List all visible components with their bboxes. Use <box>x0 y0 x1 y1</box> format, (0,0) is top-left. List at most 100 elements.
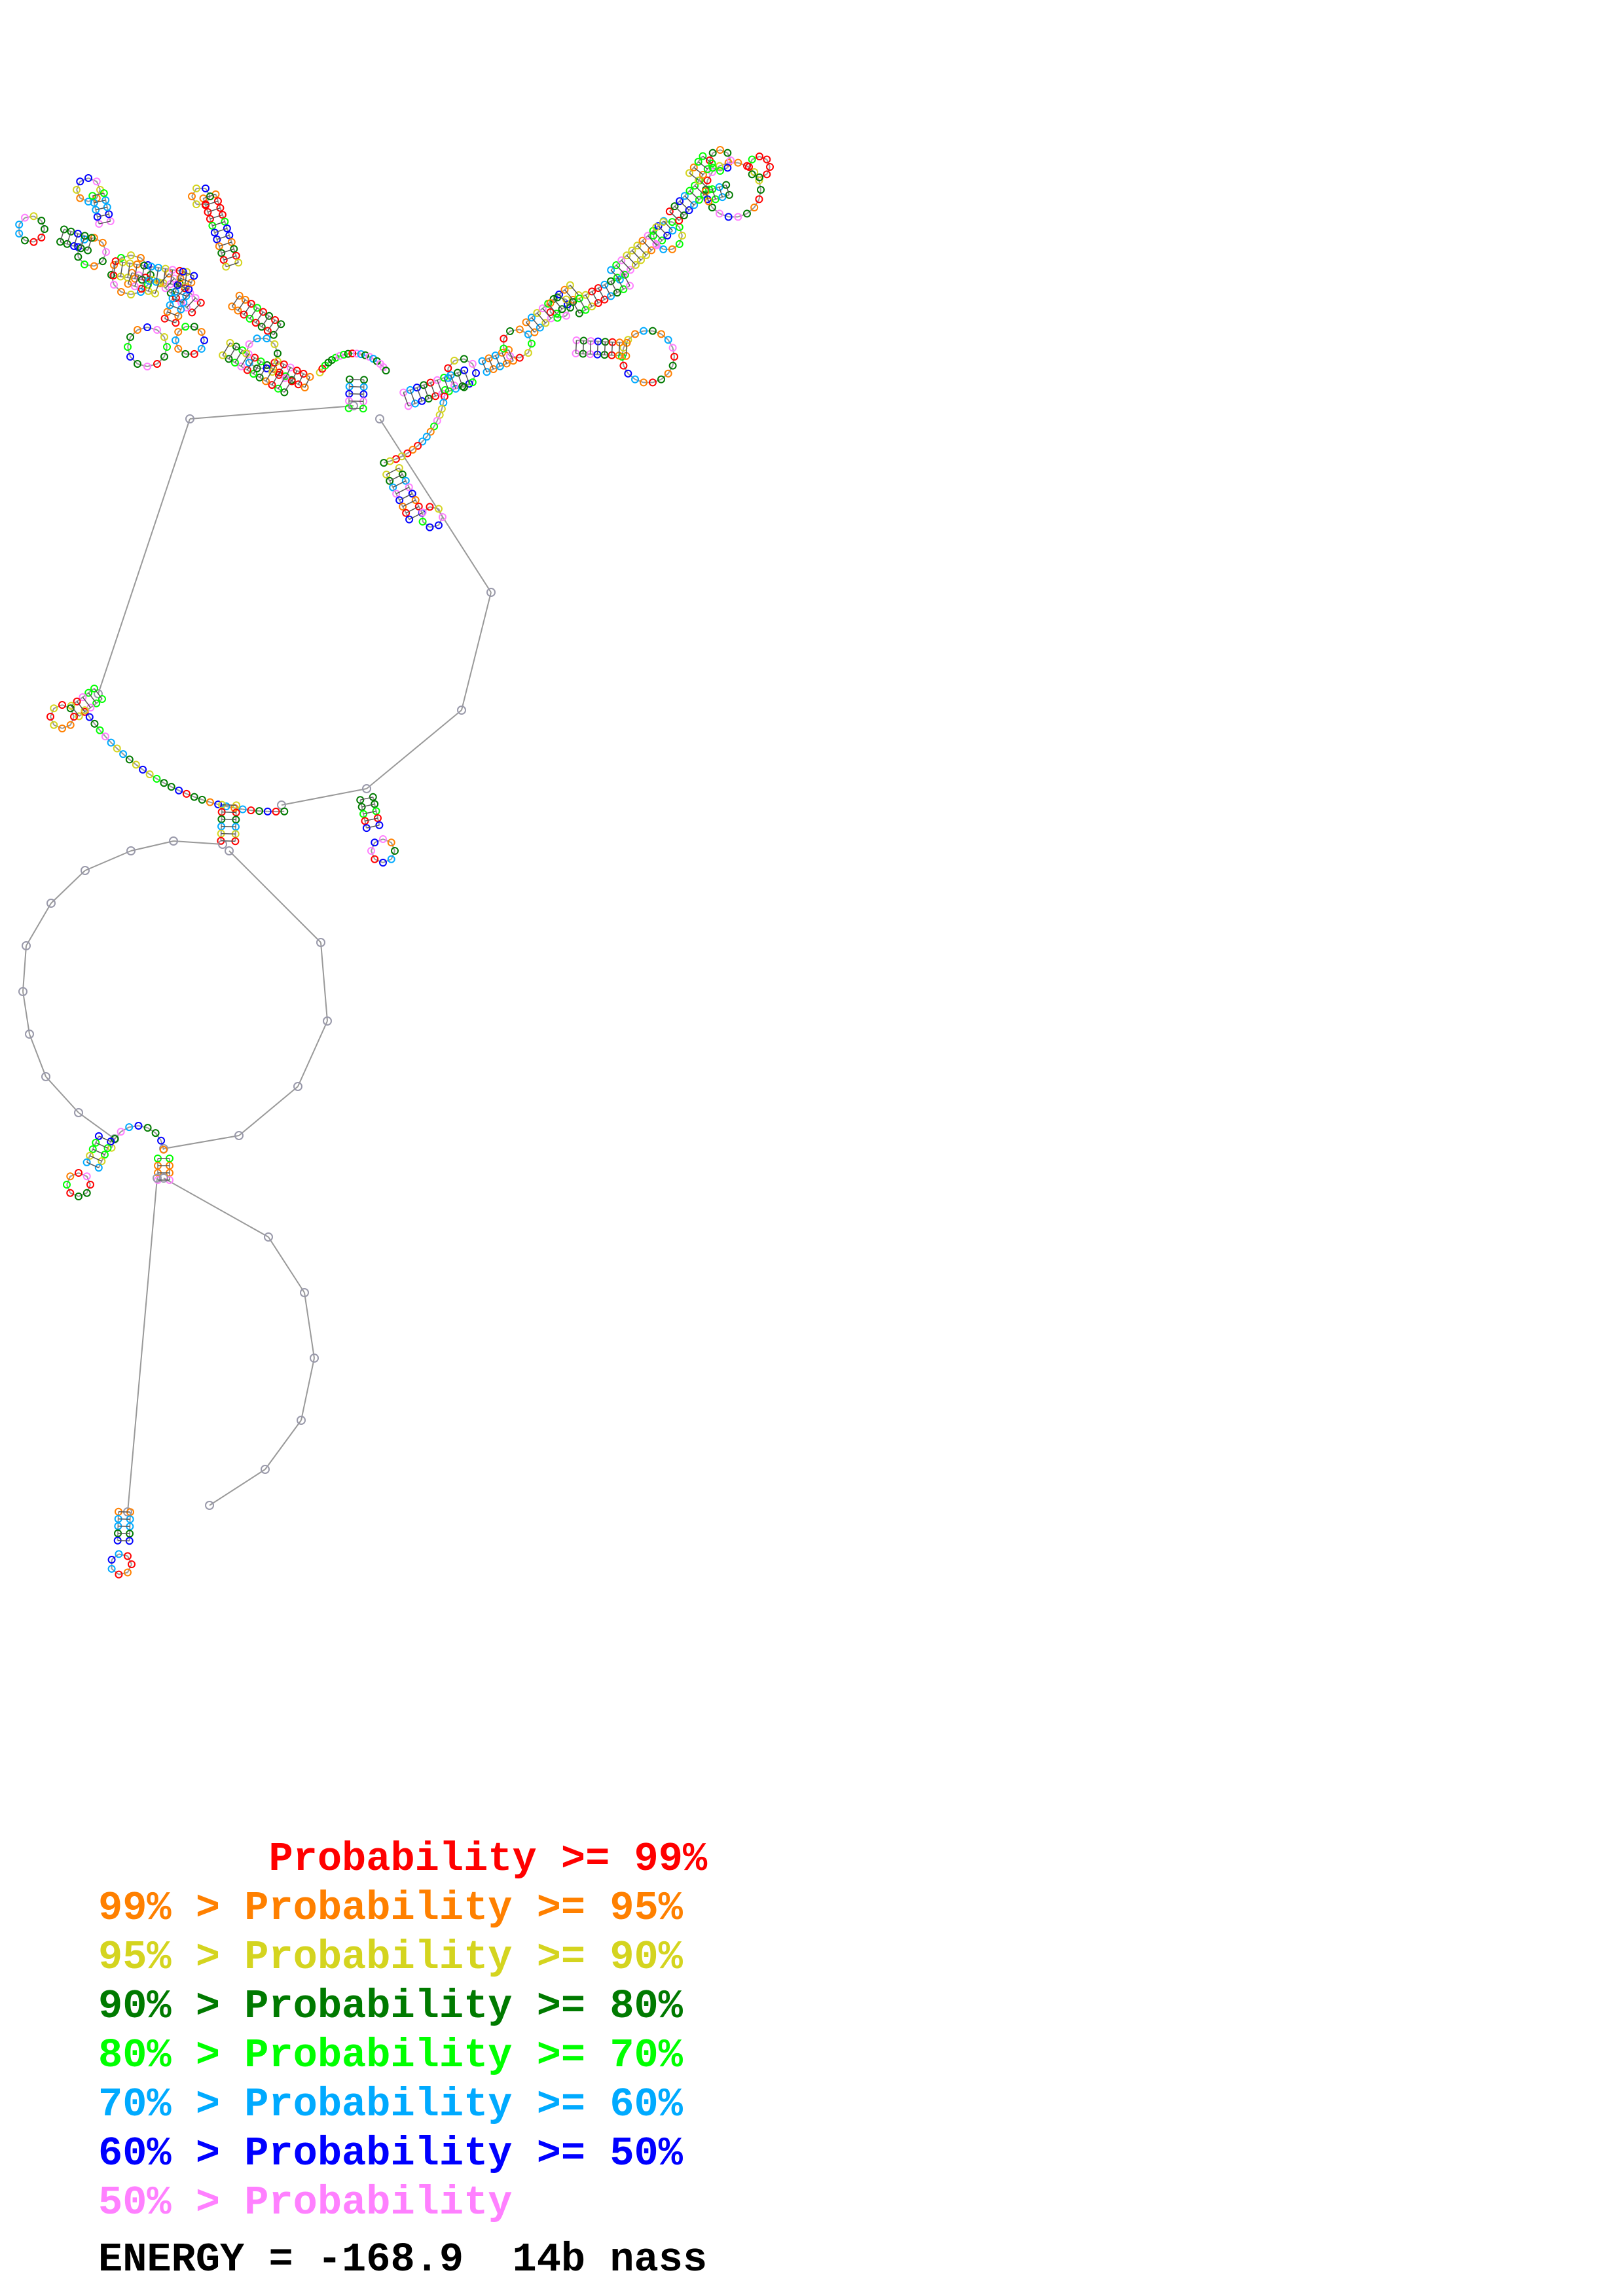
nucleotide <box>724 158 733 167</box>
backbone-segment <box>156 329 165 338</box>
nucleotide <box>657 330 665 338</box>
nucleotide <box>257 323 266 331</box>
nucleotide <box>528 340 536 348</box>
backbone-segment <box>429 524 439 528</box>
nucleotide <box>405 483 413 492</box>
nucleotide <box>472 369 480 377</box>
nucleotide <box>92 177 101 186</box>
ring-backbone <box>320 942 328 1022</box>
nucleotide <box>588 287 596 296</box>
base-pair <box>366 825 380 829</box>
nucleotide <box>86 1181 94 1189</box>
ring-backbone <box>130 840 174 852</box>
nucleotide <box>685 169 693 177</box>
backbone-segment <box>155 1132 162 1141</box>
base-pair <box>488 358 494 370</box>
nucleotide <box>362 784 371 793</box>
nucleotide <box>562 312 570 320</box>
backbone-segment <box>422 521 431 528</box>
nucleotide <box>66 1189 75 1197</box>
base-pair <box>423 385 429 399</box>
base-pair <box>402 499 416 507</box>
nucleotide <box>67 227 75 236</box>
base-pair <box>222 342 231 356</box>
nucleotide <box>185 285 193 293</box>
nucleotide <box>25 1030 34 1039</box>
nucleotide <box>156 279 164 287</box>
base-pair <box>94 200 106 204</box>
nucleotide <box>405 515 414 524</box>
nucleotide <box>387 855 395 863</box>
nucleotide <box>190 323 198 331</box>
backbone-segment <box>248 362 258 369</box>
ring-backbone <box>45 1076 79 1113</box>
backbone-segment <box>114 1131 122 1139</box>
nucleotide <box>22 941 31 950</box>
nucleotide <box>151 289 159 298</box>
base-pair <box>243 303 252 315</box>
nucleotide <box>238 805 247 814</box>
nucleotide <box>716 167 724 175</box>
backbone-segment <box>117 747 124 755</box>
nucleotide <box>379 859 387 867</box>
nucleotide <box>372 807 380 816</box>
nucleotide <box>84 689 93 697</box>
backbone-segment <box>127 1556 132 1565</box>
nucleotide <box>300 1288 309 1297</box>
nucleotide <box>90 719 99 728</box>
nucleotide <box>408 490 416 498</box>
base-pair <box>395 486 410 495</box>
backbone-segment <box>69 1192 79 1197</box>
base-pair <box>98 1136 111 1142</box>
nucleotide <box>659 218 668 226</box>
nucleotide <box>600 295 609 304</box>
nucleotide <box>361 817 369 825</box>
nucleotide <box>524 349 532 357</box>
backbone-segment <box>374 838 384 844</box>
legend-entry-p95: 99% > Probability >= 95% <box>98 1885 683 1931</box>
backbone-segment <box>672 221 680 228</box>
nucleotide <box>515 353 524 362</box>
backbone-segment <box>147 1127 156 1134</box>
backbone-segment <box>471 363 477 374</box>
nucleotide <box>566 281 574 289</box>
nucleotide <box>197 328 206 336</box>
base-pair <box>623 274 630 286</box>
nucleotide <box>375 821 384 829</box>
base-pair <box>285 367 291 378</box>
backbone-segment <box>519 329 529 335</box>
base-pair <box>221 818 236 821</box>
nucleotide <box>188 192 196 200</box>
nucleotide <box>600 280 609 289</box>
backbone-segment <box>672 356 675 366</box>
base-pair <box>360 797 373 800</box>
nucleotide <box>255 807 264 816</box>
nucleotide <box>722 181 731 189</box>
nucleotide <box>750 203 759 211</box>
base-pair <box>162 268 166 283</box>
backbone-segment <box>164 336 168 348</box>
nucleotide <box>644 232 652 240</box>
long-backbone <box>189 405 354 420</box>
base-pair <box>99 221 111 224</box>
base-pair <box>712 188 716 200</box>
base-pair <box>86 1162 100 1168</box>
nucleotide <box>222 802 230 811</box>
backbone-segment <box>248 338 258 345</box>
backbone-segment <box>759 156 767 160</box>
backbone-segment <box>667 339 674 348</box>
ring-backbone <box>26 903 52 946</box>
nucleotide <box>98 238 107 247</box>
base-pair <box>611 342 613 355</box>
base-pair <box>278 376 286 389</box>
backbone-segment <box>266 338 276 345</box>
base-pair <box>625 342 628 356</box>
nucleotide <box>708 203 716 211</box>
nucleotide <box>678 232 686 240</box>
nucleotide <box>433 376 441 384</box>
backbone-segment <box>79 177 89 183</box>
base-pair <box>702 155 713 164</box>
nucleotide <box>668 245 676 253</box>
nucleotide <box>110 261 119 269</box>
nucleotide <box>174 344 183 353</box>
